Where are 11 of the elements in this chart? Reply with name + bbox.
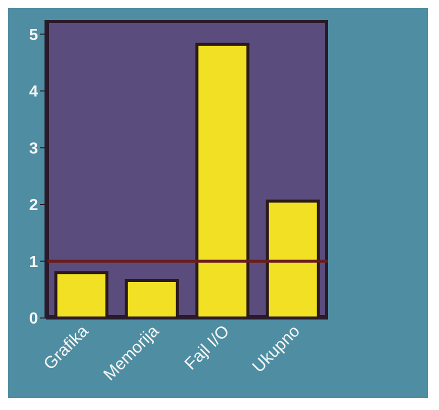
y-tick-label: 1	[29, 254, 38, 271]
y-tick-label: 3	[29, 140, 38, 158]
bar	[54, 271, 108, 318]
bar	[124, 279, 179, 318]
bar	[266, 200, 320, 318]
y-tick-label: 4	[29, 84, 38, 101]
y-tick-label: 5	[29, 26, 38, 44]
bar	[195, 42, 250, 318]
y-tick-label: 2	[29, 197, 38, 214]
y-tick-label: 0	[29, 310, 38, 328]
x-tick-label: Fajl I/O	[180, 321, 234, 374]
